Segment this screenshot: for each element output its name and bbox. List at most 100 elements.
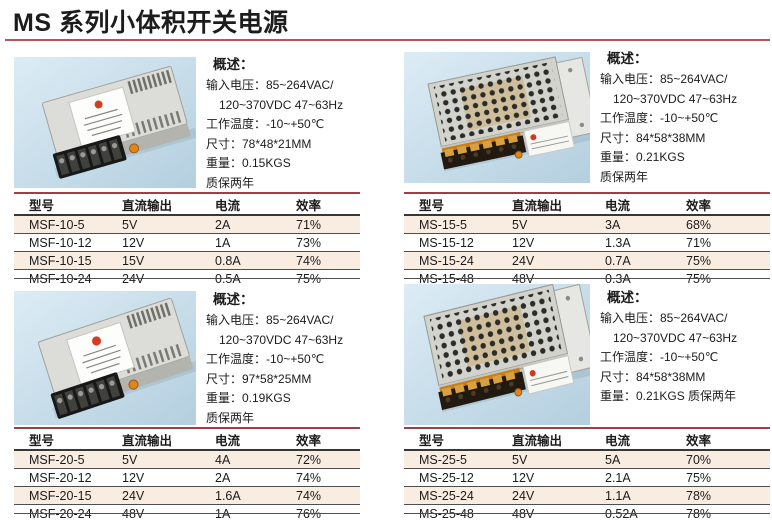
cell-current: 1.1A — [605, 488, 631, 503]
spec-line-weight: 重量：0.21KGS — [600, 150, 685, 164]
cell-model: MS-15-5 — [419, 217, 467, 232]
cell-efficiency: 75% — [296, 271, 322, 286]
spec-line-input-voltage-2: 120~370VDC 47~63Hz — [219, 97, 344, 112]
spec-line-weight: 重量：0.19KGS — [206, 391, 291, 405]
cell-dc-output: 12V — [512, 470, 535, 485]
spec-table-ms-15: 型号 直流输出 电流 效率 MS-15-5 5V 3A 68% MS-15-12… — [404, 192, 770, 287]
table-header-row: 型号 直流输出 电流 效率 — [14, 429, 360, 451]
cell-dc-output: 48V — [122, 506, 145, 520]
table-row-clipped: MS-25-48 48V 0.52A 78% — [404, 505, 770, 520]
col-header-model: 型号 — [419, 433, 445, 448]
product-photo-msf-10 — [14, 57, 196, 188]
table-header-row: 型号 直流输出 电流 效率 — [404, 194, 770, 216]
table-row: MSF-20-12 12V 2A 74% — [14, 469, 360, 487]
cell-model: MSF-10-12 — [29, 235, 92, 250]
table-row-clipped: MSF-10-24 24V 0.5A 75% — [14, 270, 360, 287]
table-row: MSF-20-15 24V 1.6A 74% — [14, 487, 360, 505]
table-row: MS-15-24 24V 0.7A 75% — [404, 252, 770, 270]
cell-current: 0.7A — [605, 253, 631, 268]
cell-dc-output: 5V — [122, 452, 138, 467]
spec-line-temperature: 工作温度：-10~+50℃ — [206, 352, 325, 366]
psu-perforated-case-image — [404, 284, 590, 425]
cell-dc-output: 24V — [122, 488, 145, 503]
col-header-model: 型号 — [419, 198, 445, 213]
cell-current: 2A — [215, 470, 231, 485]
cell-current: 5A — [605, 452, 621, 467]
cell-model: MS-25-24 — [419, 488, 474, 503]
table-row: MS-25-5 5V 5A 70% — [404, 451, 770, 469]
spec-line-weight-warranty: 重量：0.21KGS 质保两年 — [600, 389, 737, 403]
table-row: MS-15-5 5V 3A 68% — [404, 216, 770, 234]
product-photo-ms-15 — [404, 52, 590, 183]
spec-line-input-voltage: 输入电压：85~264VAC/ — [600, 311, 728, 325]
overview-ms-25: 概述： 输入电压：85~264VAC/ 120~370VDC 47~63Hz 工… — [600, 287, 772, 407]
cell-efficiency: 74% — [296, 470, 322, 485]
cell-efficiency: 73% — [296, 235, 322, 250]
cell-dc-output: 15V — [122, 253, 145, 268]
overview-msf-20: 概述： 输入电压：85~264VAC/ 120~370VDC 47~63Hz 工… — [206, 289, 390, 428]
col-header-current: 电流 — [605, 433, 631, 448]
spec-line-temperature: 工作温度：-10~+50℃ — [206, 117, 325, 131]
cell-efficiency: 72% — [296, 452, 322, 467]
spec-line-input-voltage-2: 120~370VDC 47~63Hz — [613, 330, 738, 345]
spec-line-dimensions: 尺寸：78*48*21MM — [206, 136, 312, 151]
spec-line-dimensions: 尺寸：97*58*25MM — [206, 371, 312, 386]
col-header-current: 电流 — [215, 198, 241, 213]
spec-line-input-voltage-2: 120~370VDC 47~63Hz — [219, 332, 344, 347]
col-header-efficiency: 效率 — [686, 198, 712, 213]
cell-model: MS-25-12 — [419, 470, 474, 485]
cell-current: 0.8A — [215, 253, 241, 268]
cell-model: MSF-20-12 — [29, 470, 92, 485]
cell-efficiency: 78% — [686, 488, 712, 503]
page-title: MS 系列小体积开关电源 — [13, 9, 289, 37]
overview-heading: 概述： — [607, 51, 648, 66]
table-row-clipped: MS-15-48 48V 0.3A 75% — [404, 270, 770, 287]
cell-model: MSF-10-5 — [29, 217, 85, 232]
spec-line-temperature: 工作温度：-10~+50℃ — [600, 350, 719, 364]
col-header-efficiency: 效率 — [686, 433, 712, 448]
cell-current: 1.6A — [215, 488, 241, 503]
cell-dc-output: 5V — [512, 217, 528, 232]
cell-current: 2A — [215, 217, 231, 232]
cell-dc-output: 12V — [512, 235, 535, 250]
product-photo-ms-25 — [404, 284, 590, 425]
cell-efficiency: 71% — [686, 235, 712, 250]
spec-line-weight: 重量：0.15KGS — [206, 156, 291, 170]
col-header-efficiency: 效率 — [296, 433, 322, 448]
cell-efficiency: 71% — [296, 217, 322, 232]
cell-efficiency: 76% — [296, 506, 322, 520]
col-header-model: 型号 — [29, 198, 55, 213]
table-header-row: 型号 直流输出 电流 效率 — [14, 194, 360, 216]
table-row: MSF-10-12 12V 1A 73% — [14, 234, 360, 252]
cell-model: MSF-10-24 — [29, 271, 92, 286]
cell-efficiency: 74% — [296, 253, 322, 268]
table-row: MSF-10-5 5V 2A 71% — [14, 216, 360, 234]
spec-line-input-voltage: 输入电压：85~264VAC/ — [600, 72, 728, 86]
overview-heading: 概述： — [213, 292, 254, 307]
psu-perforated-case-image — [404, 52, 590, 183]
cell-dc-output: 5V — [512, 452, 528, 467]
cell-current: 0.3A — [605, 271, 631, 286]
spec-line-warranty: 质保两年 — [206, 175, 255, 190]
cell-dc-output: 12V — [122, 235, 145, 250]
cell-model: MS-25-5 — [419, 452, 467, 467]
cell-current: 3A — [605, 217, 621, 232]
cell-efficiency: 78% — [686, 506, 712, 520]
col-header-current: 电流 — [605, 198, 631, 213]
table-header-row: 型号 直流输出 电流 效率 — [404, 429, 770, 451]
cell-model: MSF-20-24 — [29, 506, 92, 520]
spec-table-ms-25: 型号 直流输出 电流 效率 MS-25-5 5V 5A 70% MS-25-12… — [404, 427, 770, 520]
cell-efficiency: 68% — [686, 217, 712, 232]
cell-dc-output: 12V — [122, 470, 145, 485]
overview-heading: 概述： — [607, 290, 648, 305]
col-header-dc-output: 直流输出 — [122, 433, 173, 448]
cell-current: 4A — [215, 452, 231, 467]
cell-efficiency: 75% — [686, 271, 712, 286]
spec-line-dimensions: 尺寸：84*58*38MM — [600, 369, 706, 384]
cell-dc-output: 24V — [512, 253, 535, 268]
table-row: MS-25-12 12V 2.1A 75% — [404, 469, 770, 487]
cell-efficiency: 75% — [686, 470, 712, 485]
overview-msf-10: 概述： 输入电压：85~264VAC/ 120~370VDC 47~63Hz 工… — [206, 54, 390, 193]
table-row: MSF-20-5 5V 4A 72% — [14, 451, 360, 469]
